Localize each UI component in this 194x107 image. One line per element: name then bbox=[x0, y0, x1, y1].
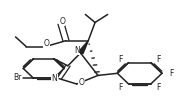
Text: O: O bbox=[44, 39, 49, 48]
Text: O: O bbox=[59, 17, 65, 26]
Polygon shape bbox=[78, 41, 88, 54]
Text: F: F bbox=[119, 83, 123, 92]
Text: O: O bbox=[79, 78, 84, 87]
Text: N: N bbox=[51, 74, 57, 83]
Text: F: F bbox=[156, 55, 161, 64]
Text: Br: Br bbox=[13, 73, 21, 82]
Text: F: F bbox=[119, 55, 123, 64]
Text: N: N bbox=[74, 46, 80, 55]
Text: F: F bbox=[170, 69, 174, 78]
Text: F: F bbox=[156, 83, 161, 92]
